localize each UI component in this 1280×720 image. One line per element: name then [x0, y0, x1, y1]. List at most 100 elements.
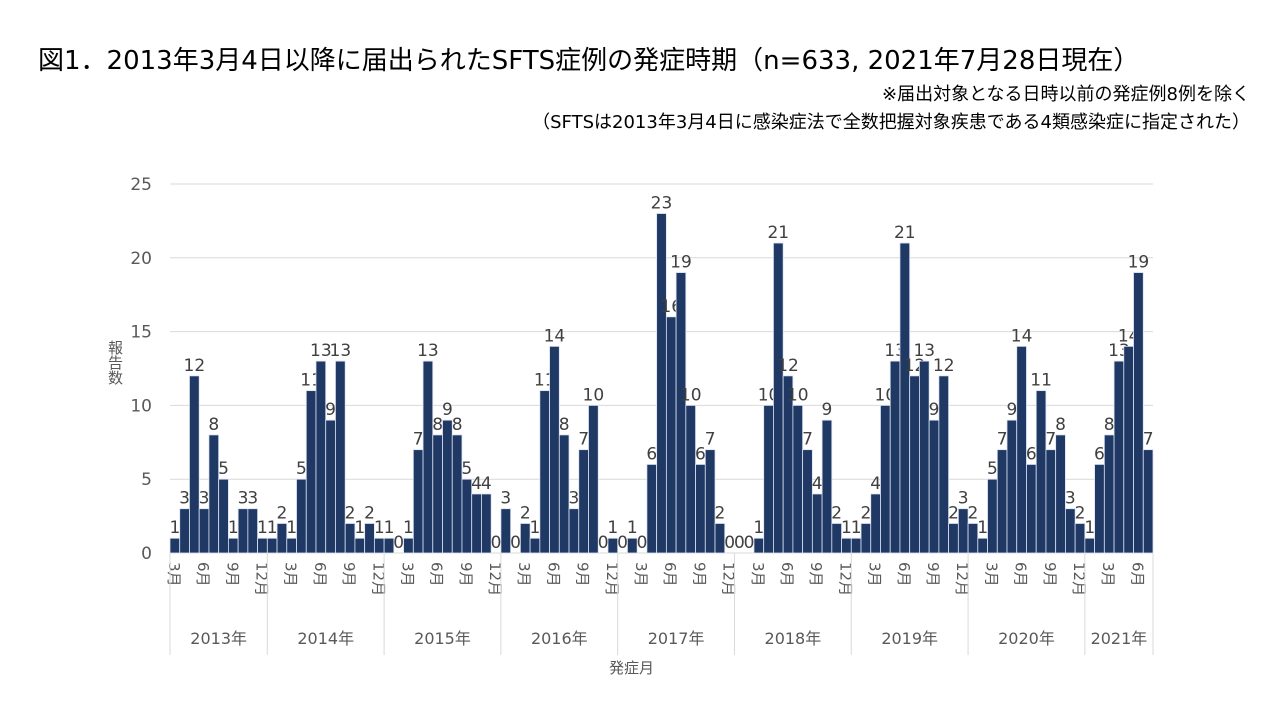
data-label: 10: [680, 385, 702, 405]
data-label: 8: [559, 415, 570, 435]
data-label: 1: [841, 518, 852, 538]
data-label: 0: [734, 533, 745, 553]
bar: [500, 508, 512, 554]
data-label: 0: [637, 533, 648, 553]
data-label: 5: [987, 459, 998, 479]
bar: [257, 537, 268, 554]
bar: [442, 419, 453, 554]
y-tick-label: 15: [130, 323, 152, 343]
data-label: 3: [568, 489, 579, 509]
bar: [296, 478, 307, 554]
data-label: 0: [510, 533, 521, 553]
data-label: 9: [1006, 400, 1017, 420]
year-label: 2017年: [648, 629, 705, 648]
bar: [704, 449, 716, 554]
bar: [919, 360, 930, 554]
bar: [1006, 419, 1018, 554]
bar: [403, 537, 414, 554]
x-tick-label: 12月: [369, 562, 387, 596]
bar: [1016, 345, 1027, 554]
bar: [568, 508, 580, 554]
data-label: 19: [1128, 253, 1150, 273]
bar: [646, 464, 658, 554]
bar: [870, 493, 881, 554]
x-tick-label: 12月: [953, 562, 971, 596]
data-label: 1: [1084, 518, 1095, 538]
data-label: 3: [247, 489, 258, 509]
data-label: 21: [894, 223, 916, 243]
bar: [792, 404, 804, 554]
year-label: 2013年: [190, 629, 247, 648]
data-label: 2: [714, 503, 725, 523]
data-label: 0: [393, 533, 404, 553]
data-label: 3: [1065, 489, 1076, 509]
data-label: 7: [1143, 430, 1154, 450]
data-label: 2: [364, 503, 375, 523]
bar: [189, 375, 200, 554]
bar: [1026, 464, 1037, 554]
data-label: 21: [767, 223, 789, 243]
x-axis-title: 発症月: [609, 659, 654, 677]
bar: [208, 434, 220, 554]
bar: [987, 478, 998, 554]
bar: [383, 537, 395, 554]
x-tick-label: 3月: [982, 562, 1000, 587]
data-label: 9: [822, 400, 833, 420]
bar: [169, 537, 181, 554]
bar: [1103, 434, 1115, 554]
data-label: 3: [179, 489, 190, 509]
data-label: 1: [403, 518, 414, 538]
bar: [315, 360, 327, 554]
x-tick-label: 6月: [1128, 562, 1146, 587]
chart-title: 図1．2013年3月4日以降に届出られたSFTS症例の発症時期（n=633, 2…: [38, 46, 1140, 76]
data-label: 0: [491, 533, 502, 553]
x-tick-label: 6月: [428, 562, 446, 587]
x-tick-label: 6月: [1012, 562, 1030, 587]
bar: [179, 508, 190, 554]
year-label: 2014年: [297, 629, 354, 648]
x-tick-label: 12月: [720, 562, 738, 596]
bar: [977, 537, 988, 554]
bar: [773, 242, 784, 554]
bar: [763, 404, 774, 554]
bar: [286, 537, 297, 554]
bar: [481, 493, 492, 554]
bar: [471, 493, 482, 554]
bar: [325, 419, 336, 554]
bar: [529, 537, 541, 554]
data-label: 6: [1094, 444, 1105, 464]
data-label: 23: [651, 194, 673, 214]
bar: [675, 272, 687, 554]
x-tick-label: 3月: [282, 562, 300, 587]
bar: [665, 316, 677, 554]
bar: [227, 537, 239, 554]
bar: [1094, 464, 1105, 554]
bar: [753, 537, 765, 554]
x-tick-label: 3月: [632, 562, 650, 587]
x-tick-label: 9月: [223, 562, 241, 587]
bar: [373, 537, 385, 554]
data-label: 2: [345, 503, 356, 523]
x-tick-label: 6月: [544, 562, 562, 587]
x-tick-label: 6月: [661, 562, 679, 587]
data-label: 5: [218, 459, 229, 479]
x-tick-label: 3月: [515, 562, 533, 587]
bar: [802, 449, 813, 554]
bar: [588, 404, 599, 554]
bar: [1045, 449, 1057, 554]
bar: [811, 493, 823, 554]
bar: [714, 523, 726, 554]
bar: [899, 242, 911, 554]
data-label: 1: [851, 518, 862, 538]
bar: [948, 523, 959, 554]
data-label: 10: [787, 385, 809, 405]
data-label: 9: [442, 400, 453, 420]
bar: [266, 537, 278, 554]
data-label: 5: [296, 459, 307, 479]
year-label: 2021年: [1091, 629, 1148, 648]
x-tick-label: 9月: [457, 562, 475, 587]
data-label: 1: [753, 518, 764, 538]
year-label: 2015年: [414, 629, 471, 648]
data-label: 4: [812, 474, 823, 494]
y-tick-label: 20: [130, 249, 152, 269]
